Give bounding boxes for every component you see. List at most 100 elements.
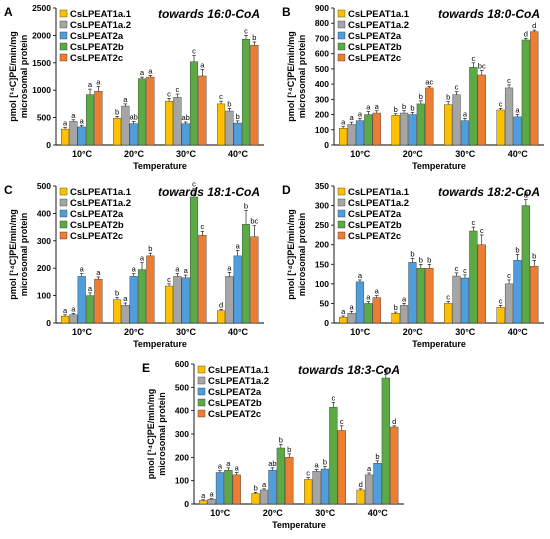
y-tick-label: 50: [320, 298, 330, 308]
significance-letter: ab: [182, 113, 190, 122]
bar: [285, 457, 294, 505]
legend: CsLPEAT1a.1CsLPEAT1a.2CsLPEAT2aCsLPEAT2b…: [59, 9, 132, 64]
significance-letter: c: [192, 47, 196, 56]
significance-letter: b: [410, 103, 414, 112]
y-tick-label: 150: [315, 259, 329, 269]
significance-letter: c: [306, 469, 310, 478]
significance-letter: a: [375, 102, 380, 111]
bar: [452, 94, 461, 146]
bar: [496, 307, 505, 324]
x-tick-label: 20°C: [403, 327, 424, 337]
y-tick-label: 400: [175, 406, 189, 416]
x-tick-label: 40°C: [508, 149, 529, 159]
legend-label: CsLPEAT2a: [348, 31, 402, 42]
legend-swatch: [337, 20, 346, 29]
x-tick-label: 40°C: [228, 149, 249, 159]
bar: [112, 117, 122, 146]
legend: CsLPEAT1a.1CsLPEAT1a.2CsLPEAT2aCsLPEAT2b…: [337, 187, 410, 242]
bar: [232, 474, 241, 505]
legend-label: CsLPEAT2c: [70, 53, 123, 64]
bar: [399, 305, 409, 324]
significance-letter: a: [463, 109, 468, 118]
significance-letter: b: [419, 92, 423, 101]
significance-letter: a: [123, 294, 128, 303]
bar: [189, 61, 199, 146]
bar: [530, 31, 539, 146]
significance-letter: b: [410, 249, 414, 258]
bar: [504, 87, 514, 146]
y-tick-label: 300: [315, 94, 329, 104]
significance-letter: d: [524, 29, 528, 38]
bar: [137, 269, 147, 324]
chart-title: towards 18:3-CoA: [298, 363, 400, 377]
significance-letter: b: [115, 289, 119, 298]
bar: [521, 39, 530, 146]
x-tick-label: 10°C: [350, 327, 371, 337]
legend-label: CsLPEAT1a.1: [348, 187, 410, 198]
x-tick-label: 40°C: [508, 327, 529, 337]
y-axis-label-line: microsomal protein: [297, 35, 307, 119]
significance-letter: b: [244, 202, 248, 211]
bar: [146, 76, 155, 146]
legend-swatch: [59, 9, 68, 18]
chart-title: towards 18:0-CoA: [438, 7, 540, 21]
legend-label: CsLPEAT1a.1: [208, 365, 270, 376]
y-tick-label: 350: [315, 181, 329, 191]
x-axis-label: Temperature: [133, 339, 187, 349]
bar: [225, 276, 234, 324]
bar: [137, 78, 147, 146]
significance-letter: c: [471, 218, 475, 227]
bar: [94, 91, 103, 146]
significance-letter: a: [314, 460, 319, 469]
y-tick-label: 500: [37, 181, 51, 191]
legend-label: CsLPEAT2b: [208, 398, 262, 409]
significance-letter: c: [480, 226, 484, 235]
y-axis-label-line: microsomal protein: [19, 213, 29, 297]
bar: [408, 114, 417, 146]
legend-label: CsLPEAT2b: [348, 42, 402, 53]
legend-label: CsLPEAT2b: [348, 220, 402, 231]
legend-swatch: [337, 220, 346, 229]
significance-letter: a: [148, 66, 153, 75]
legend-swatch: [197, 387, 206, 396]
chart-title: towards 18:2-CoA: [438, 185, 540, 199]
significance-letter: c: [463, 266, 467, 275]
y-tick-label: 100: [315, 125, 329, 135]
y-tick-label: 0: [184, 499, 189, 509]
significance-letter: d: [392, 417, 396, 426]
legend: CsLPEAT1a.1CsLPEAT1a.2CsLPEAT2aCsLPEAT2b…: [337, 9, 410, 64]
significance-letter: b: [236, 112, 240, 121]
legend-label: CsLPEAT1a.1: [70, 9, 132, 20]
significance-letter: a: [366, 292, 371, 301]
significance-letter: c: [200, 222, 204, 231]
significance-letter: a: [226, 459, 231, 468]
significance-letter: c: [331, 394, 335, 403]
significance-letter: d: [359, 480, 363, 489]
significance-letter: c: [455, 264, 459, 273]
significance-letter: c: [244, 26, 248, 35]
bar: [320, 468, 330, 505]
significance-letter: a: [175, 265, 180, 274]
bar: [530, 266, 539, 324]
significance-letter: d: [384, 366, 388, 375]
significance-letter: a: [96, 268, 101, 277]
panel-letter: B: [282, 5, 291, 19]
x-tick-label: 30°C: [315, 508, 336, 518]
significance-letter: a: [358, 271, 363, 280]
significance-letter: a: [341, 307, 346, 316]
bar: [391, 115, 400, 146]
bar: [347, 313, 356, 324]
significance-letter: d: [532, 21, 536, 30]
significance-letter: a: [341, 118, 346, 127]
panel-letter: A: [4, 5, 13, 19]
significance-letter: b: [287, 445, 291, 454]
bar: [199, 500, 208, 505]
legend-swatch: [337, 42, 346, 51]
legend-swatch: [59, 53, 68, 62]
significance-letter: a: [227, 263, 232, 272]
y-axis-label-line: microsomal protein: [297, 213, 307, 297]
bar: [339, 316, 348, 324]
significance-letter: b: [252, 33, 256, 42]
significance-letter: a: [80, 116, 85, 125]
bar: [173, 276, 182, 324]
